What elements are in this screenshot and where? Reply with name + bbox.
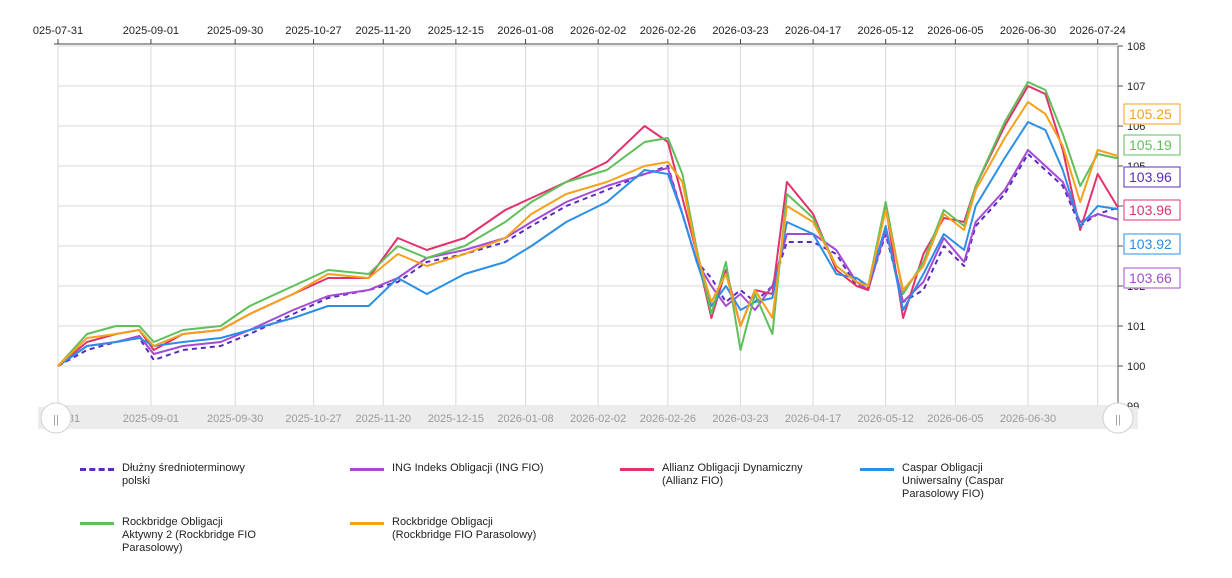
line-chart: 025-07-31 2025-09-01 2025-09-30 2025-10-27 2… (33, 25, 1181, 434)
navigator-tick-label: 2026-02-26 (640, 413, 696, 425)
navigator-track (38, 407, 1138, 429)
legend-swatch (860, 468, 894, 471)
series-line-5 (57, 81, 1119, 367)
last-value-label: 105.25 (1129, 106, 1172, 122)
last-value-labels: 105.25 105.19 103.96 103.96 103.92 103.66 (1123, 103, 1181, 289)
navigator-left-handle[interactable]: || (40, 402, 72, 434)
navigator-right-handle[interactable]: || (1102, 402, 1134, 434)
x-tick-label: 2025-09-01 (123, 25, 179, 37)
navigator-tick-label: 2025-11-20 (356, 413, 411, 425)
navigator-left-handle-knob[interactable] (40, 402, 72, 434)
series-line-1 (57, 153, 1119, 367)
navigator-tick-label: 2025-09-01 (123, 413, 179, 425)
navigator-tick-label: 2026-01-08 (497, 413, 553, 425)
last-value-label: 105.19 (1129, 137, 1172, 153)
series-line-4 (57, 121, 1119, 367)
legend-item[interactable]: Caspar Obligacji Uniwersalny (Caspar Par… (860, 462, 1060, 501)
legend-swatch (80, 522, 114, 525)
navigator[interactable]: 31 2025-09-01 2025-09-30 2025-10-27 2025-11-… (38, 402, 1138, 434)
last-value-box (1123, 199, 1181, 221)
x-tick-label: 2026-06-05 (927, 25, 983, 37)
series-line-2 (57, 149, 1119, 367)
navigator-tick-label: 2025-09-30 (207, 413, 263, 425)
top-axis: 025-07-31 2025-09-01 2025-09-30 2025-10-27 2… (33, 25, 1126, 45)
x-tick-label: 2026-07-24 (1070, 25, 1126, 37)
x-tick-label: 2025-11-20 (356, 25, 411, 37)
navigator-right-handle-knob[interactable] (1102, 402, 1134, 434)
legend-swatch (350, 522, 384, 525)
legend-label: Dłużny średnioterminowy polski (122, 462, 245, 487)
x-tick-label: 2026-06-30 (1000, 25, 1056, 37)
legend-label: ING Indeks Obligacji (ING FIO) (392, 462, 544, 474)
series-line-6 (57, 101, 1119, 367)
legend-swatch (350, 468, 384, 471)
navigator-tick-label: 2026-03-23 (712, 413, 768, 425)
last-value-label: 103.96 (1129, 169, 1172, 185)
x-tick-label: 2025-09-30 (207, 25, 263, 37)
last-value-label: 103.92 (1129, 236, 1172, 252)
last-value-box (1123, 267, 1181, 289)
last-value-box (1123, 233, 1181, 255)
last-value-box (1123, 134, 1181, 156)
x-tick-label: 2026-03-23 (712, 25, 768, 37)
legend-item[interactable]: Allianz Obligacji Dynamiczny (Allianz FI… (620, 462, 820, 488)
legend-item[interactable]: ING Indeks Obligacji (ING FIO) (350, 462, 550, 475)
legend-label: Rockbridge Obligacji (Rockbridge FIO Par… (392, 516, 537, 541)
navigator-right-handle-grip: || (1115, 414, 1121, 426)
navigator-left-handle-grip: || (53, 414, 59, 426)
y-tick-label: 100 (1127, 361, 1145, 373)
y-tick-label: 101 (1127, 321, 1145, 333)
last-value-label: 103.96 (1129, 202, 1172, 218)
navigator-tick-label: 2025-12-15 (428, 413, 484, 425)
legend-label: Rockbridge Obligacji Aktywny 2 (Rockbrid… (122, 516, 256, 554)
legend-item[interactable]: Rockbridge Obligacji Aktywny 2 (Rockbrid… (80, 516, 280, 555)
legend-item[interactable]: Dłużny średnioterminowy polski (80, 462, 280, 488)
navigator-tick-label: 2026-04-17 (785, 413, 841, 425)
last-value-box (1123, 166, 1181, 188)
x-tick-label: 2025-10-27 (285, 25, 341, 37)
legend-label: Caspar Obligacji Uniwersalny (Caspar Par… (902, 462, 1005, 500)
series-lines (57, 81, 1119, 367)
y-tick-label: 108 (1127, 41, 1145, 53)
navigator-tick-label: 2026-05-12 (858, 413, 914, 425)
x-tick-label: 025-07-31 (33, 25, 83, 37)
legend-item[interactable]: Rockbridge Obligacji (Rockbridge FIO Par… (350, 516, 550, 542)
right-axis: 99100101102103104105106107108 (1117, 41, 1145, 413)
x-tick-label: 2026-02-26 (640, 25, 696, 37)
navigator-tick-label: 2025-10-27 (285, 413, 341, 425)
last-value-label: 103.66 (1129, 270, 1172, 286)
x-tick-label: 2026-05-12 (858, 25, 914, 37)
navigator-tick-label: 2026-02-02 (570, 413, 626, 425)
navigator-tick-label: 2026-06-30 (1000, 413, 1056, 425)
legend: Dłużny średnioterminowy polski ING Indeks… (80, 462, 1160, 572)
x-tick-label: 2026-02-02 (570, 25, 626, 37)
x-tick-label: 2026-01-08 (497, 25, 553, 37)
legend-swatch (620, 468, 654, 471)
legend-label: Allianz Obligacji Dynamiczny (Allianz FI… (662, 462, 803, 487)
y-tick-label: 107 (1127, 81, 1145, 93)
last-value-box (1123, 103, 1181, 125)
legend-swatch (80, 468, 114, 471)
x-tick-label: 2026-04-17 (785, 25, 841, 37)
navigator-tick-label: 2026-06-05 (927, 413, 983, 425)
x-tick-label: 2025-12-15 (428, 25, 484, 37)
